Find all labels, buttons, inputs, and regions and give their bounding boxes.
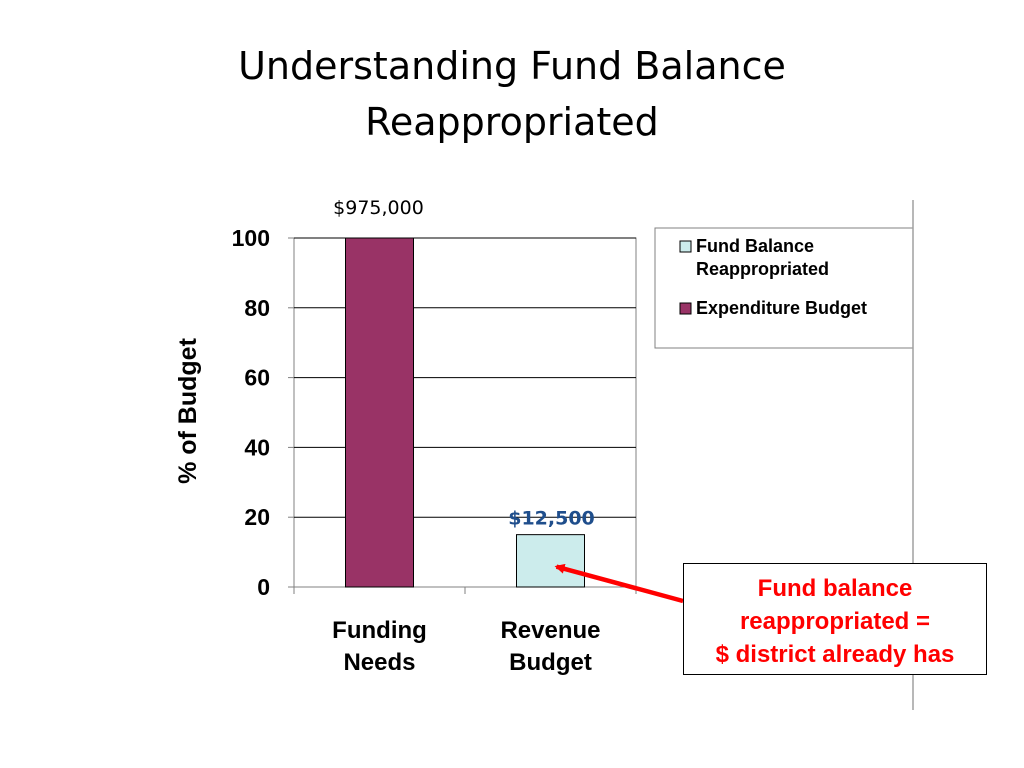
x-tick-label-1-0: Revenue <box>500 617 600 644</box>
legend-label-1-0: Expenditure Budget <box>696 298 867 318</box>
callout-line-3: $ district already has <box>715 641 955 668</box>
x-tick-label-0-0: Funding <box>332 617 427 644</box>
callout-line-2: reappropriated = <box>739 608 931 635</box>
data-label-1: $12,500 <box>508 508 595 530</box>
slide-title-line-2: Reappropriated <box>365 100 659 144</box>
callout-line-1: Fund balance <box>757 575 913 602</box>
legend-label-0-1: Reappropriated <box>696 259 829 279</box>
callout-arrow <box>554 563 684 604</box>
slide-title-line-1: Understanding Fund Balance <box>238 44 786 88</box>
slide-title: Understanding Fund Balance Reappropriate… <box>0 38 1024 150</box>
callout-box: Fund balance reappropriated = $ district… <box>683 563 987 675</box>
bar-expenditure-budget <box>345 237 414 588</box>
y-tick-label-0: 0 <box>257 574 270 600</box>
legend-swatch-1 <box>679 302 692 315</box>
y-tick-label-40: 40 <box>244 434 270 460</box>
y-tick-label-20: 20 <box>244 504 270 530</box>
x-tick-label-1-1: Budget <box>509 649 592 676</box>
y-tick-label-80: 80 <box>244 295 270 321</box>
y-axis-title: % of Budget <box>174 337 202 483</box>
x-tick-label-0-1: Needs <box>343 649 415 676</box>
y-tick-label-60: 60 <box>244 365 270 391</box>
legend-box <box>654 227 914 349</box>
legend-label-0-0: Fund Balance <box>696 236 814 256</box>
legend-swatch-0 <box>679 240 692 253</box>
bar-fund-balance-reappropriated <box>516 534 585 588</box>
y-tick-label-100: 100 <box>232 225 270 251</box>
data-label-0: $975,000 <box>333 197 424 219</box>
